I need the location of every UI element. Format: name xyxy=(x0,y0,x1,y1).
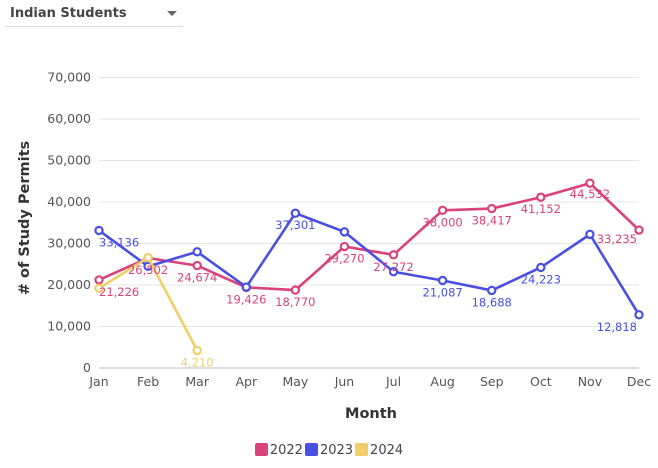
y-tick-label: 50,000 xyxy=(47,153,91,168)
data-point-2024[interactable] xyxy=(94,283,104,294)
data-point-2023[interactable] xyxy=(192,247,202,257)
dropdown-selected-value: Indian Students xyxy=(10,6,127,21)
legend-swatch xyxy=(304,443,318,456)
data-point-2024[interactable] xyxy=(143,252,153,263)
x-tick-label: Aug xyxy=(430,374,454,389)
data-point-2022[interactable] xyxy=(192,260,202,271)
data-label-2022: 19,426 xyxy=(226,292,266,306)
data-label-2022: 24,674 xyxy=(177,271,217,285)
data-label-2022: 27,272 xyxy=(373,260,413,274)
data-label-2022: 38,417 xyxy=(472,214,512,228)
x-tick-label: May xyxy=(282,374,308,389)
data-point-2022[interactable] xyxy=(536,192,546,202)
data-point-2023[interactable] xyxy=(94,225,104,236)
y-tick-label: 40,000 xyxy=(47,194,91,209)
data-label-2023: 24,223 xyxy=(521,272,561,286)
series-line-2023 xyxy=(98,211,641,316)
data-point-2023[interactable] xyxy=(437,275,448,286)
x-tick-label: Dec xyxy=(627,374,651,389)
y-tick-label: 60,000 xyxy=(47,111,91,126)
data-label-2022: 41,152 xyxy=(521,202,561,216)
data-label-2022: 29,270 xyxy=(324,252,364,266)
data-label-2022: 33,235 xyxy=(597,232,637,246)
x-tick-label: Jul xyxy=(385,374,401,389)
legend-label: 2023 xyxy=(319,443,354,458)
x-tick-label: Feb xyxy=(137,374,159,389)
data-point-2023[interactable] xyxy=(290,208,301,218)
data-label-2024: 4,210 xyxy=(181,356,214,370)
x-tick-label: Mar xyxy=(185,374,209,389)
y-tick-label: 70,000 xyxy=(47,70,91,85)
data-point-2023[interactable] xyxy=(487,285,497,296)
data-label-2023: 37,301 xyxy=(275,218,315,232)
data-point-2022[interactable] xyxy=(290,285,301,295)
legend-item-2022[interactable]: 2022 xyxy=(254,443,303,458)
chevron-down-icon xyxy=(167,11,177,16)
data-label-2023: 21,087 xyxy=(423,285,463,299)
legend-item-2023[interactable]: 2023 xyxy=(304,443,354,458)
y-tick-label: 0 xyxy=(83,360,91,375)
data-label-2022: 21,226 xyxy=(99,285,139,299)
data-label-2023: 12,818 xyxy=(597,320,637,334)
data-point-2022[interactable] xyxy=(339,241,350,252)
x-axis-label: Month xyxy=(345,406,397,422)
y-tick-label: 30,000 xyxy=(47,236,91,251)
x-tick-label: Sep xyxy=(480,374,504,389)
data-label-2022: 44,532 xyxy=(570,187,610,201)
data-point-2022[interactable] xyxy=(388,250,399,260)
data-label-2022: 26,502 xyxy=(128,263,168,277)
data-label-2023: 18,688 xyxy=(472,295,512,309)
legend-label: 2022 xyxy=(269,443,303,458)
x-tick-label: Jan xyxy=(88,374,108,389)
data-point-2023[interactable] xyxy=(241,282,251,292)
legend-swatch xyxy=(254,443,268,456)
x-tick-label: Nov xyxy=(578,374,603,389)
data-point-2022[interactable] xyxy=(94,275,104,285)
data-point-2022[interactable] xyxy=(585,178,595,188)
y-axis-label: # of Study Permits xyxy=(17,141,33,295)
data-point-2022[interactable] xyxy=(487,203,497,214)
x-tick-label: Oct xyxy=(530,374,552,389)
chart-legend: 2022 2023 2024 xyxy=(0,443,658,458)
data-point-2023[interactable] xyxy=(339,227,350,237)
line-chart: 0 10,000 20,000 30,000 40,000 50,000 60,000 70,… xyxy=(17,70,651,423)
legend-swatch xyxy=(355,443,369,456)
data-point-2023[interactable] xyxy=(388,267,399,277)
x-tick-label: Jun xyxy=(334,374,355,389)
legend-label: 2024 xyxy=(370,443,404,458)
student-filter-dropdown[interactable]: Indian Students xyxy=(5,2,183,27)
data-point-2023[interactable] xyxy=(536,262,546,273)
data-label-2022: 18,770 xyxy=(275,295,315,309)
y-tick-label: 20,000 xyxy=(47,277,91,292)
legend-item-2024[interactable]: 2024 xyxy=(355,443,403,458)
data-label-2023: 33,136 xyxy=(99,235,139,249)
data-point-2022[interactable] xyxy=(634,225,644,235)
data-label-2022: 38,000 xyxy=(423,215,463,229)
data-point-2023[interactable] xyxy=(634,310,644,320)
y-tick-label: 10,000 xyxy=(47,319,91,334)
data-point-2024[interactable] xyxy=(192,345,202,356)
data-point-2023[interactable] xyxy=(585,229,595,240)
x-tick-label: Apr xyxy=(235,374,257,389)
data-point-2022[interactable] xyxy=(437,205,448,215)
